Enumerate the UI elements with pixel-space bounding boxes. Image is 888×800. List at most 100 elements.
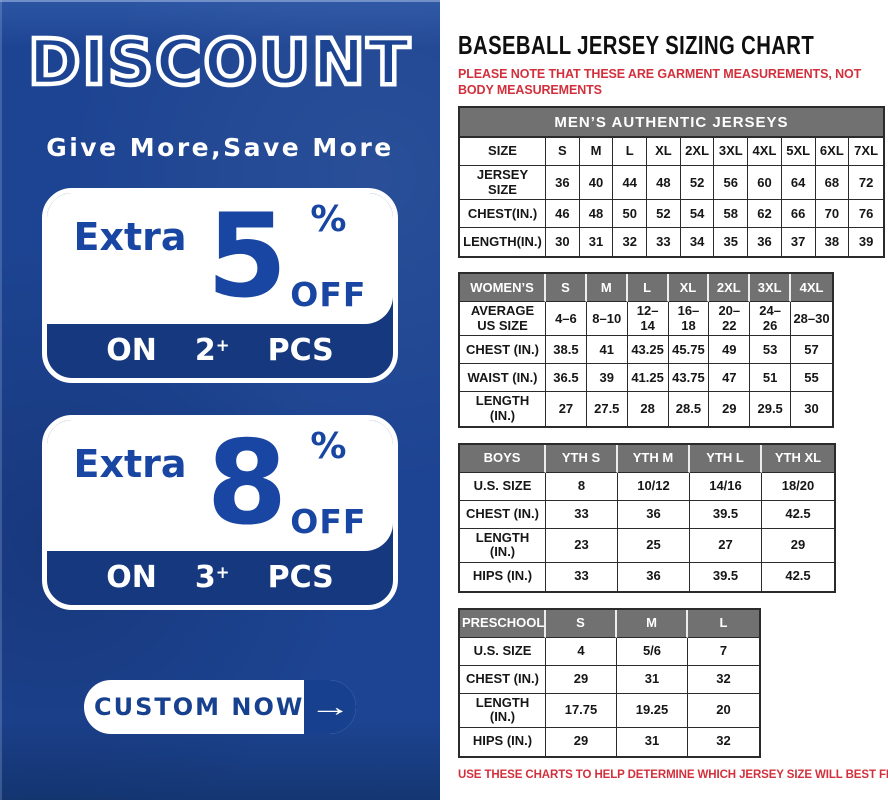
size-cell: 35 bbox=[714, 228, 749, 257]
table-row: AVERAGE US SIZE 4–6 8–10 12–14 16–18 20–22 24–… bbox=[460, 302, 832, 337]
header-row: SIZE S M L XL 2XL 3XL 4XL 5XL 6XL 7XL bbox=[460, 138, 883, 167]
size-cell: 20–22 bbox=[709, 302, 751, 337]
table-row: CHEST (IN.) 38.5 41 43.25 45.75 49 53 57 bbox=[460, 336, 832, 365]
column-header: 2XL bbox=[709, 274, 751, 303]
size-cell: 32 bbox=[716, 733, 731, 749]
table-row: LENGTH(IN.) 30 31 32 33 34 35 36 37 38 39 bbox=[460, 228, 883, 257]
size-cell: 31 bbox=[617, 727, 688, 756]
size-cell: 40 bbox=[579, 166, 614, 201]
size-cell: 28 bbox=[628, 392, 669, 426]
row-label: JERSEY SIZE bbox=[460, 166, 546, 201]
size-cell: 48 bbox=[579, 200, 614, 229]
discount-panel: DISCOUNT Give More,Save More Extra 5 % O… bbox=[0, 0, 440, 800]
size-cell: 68 bbox=[815, 166, 850, 201]
column-header: YTH XL bbox=[762, 444, 834, 473]
size-cell: 30 bbox=[804, 400, 819, 416]
table-row: LENGTH (IN.) 17.75 19.25 20 bbox=[460, 693, 759, 728]
column-header: WOMEN’S bbox=[460, 274, 546, 303]
mens-jerseys-banner: MEN’S AUTHENTIC JERSEYS bbox=[458, 106, 885, 137]
off-label: OFF bbox=[290, 275, 367, 315]
column-header: 2XL bbox=[680, 138, 715, 167]
size-cell: 33 bbox=[546, 500, 618, 529]
size-cell: 58 bbox=[714, 200, 749, 229]
row-label: HIPS (IN.) bbox=[460, 562, 546, 591]
arrow-right-icon: → bbox=[309, 690, 352, 722]
header-row: BOYS YTH S YTH M YTH L YTH XL bbox=[460, 444, 834, 473]
discount-subtitle: Give More,Save More bbox=[46, 132, 394, 162]
row-label: CHEST (IN.) bbox=[460, 665, 546, 694]
custom-now-button[interactable]: CUSTOM NOW → bbox=[84, 679, 356, 734]
table-row: HIPS (IN.) 29 31 32 bbox=[460, 727, 759, 756]
table-row: U.S. SIZE 8 10/12 14/16 18/20 bbox=[460, 472, 834, 501]
column-header: 5XL bbox=[781, 138, 816, 167]
size-cell: 55 bbox=[791, 364, 832, 393]
size-cell: 50 bbox=[613, 200, 648, 229]
size-cell: 17.75 bbox=[546, 693, 617, 728]
size-cell: 8 bbox=[546, 472, 618, 501]
size-cell: 49 bbox=[709, 336, 751, 365]
row-label: U.S. SIZE bbox=[460, 472, 546, 501]
extra-label: Extra bbox=[73, 441, 187, 486]
size-cell: 66 bbox=[781, 200, 816, 229]
size-cell: 46 bbox=[546, 200, 580, 229]
column-header: S bbox=[546, 609, 617, 638]
size-cell: 30 bbox=[546, 228, 580, 257]
size-cell: 76 bbox=[849, 200, 883, 229]
size-cell: 16–18 bbox=[668, 302, 710, 337]
size-cell: 47 bbox=[709, 364, 751, 393]
size-cell: 42.5 bbox=[785, 568, 811, 584]
size-cell: 60 bbox=[748, 166, 782, 201]
table-row: CHEST(IN.) 46 48 50 52 54 58 62 66 70 76 bbox=[460, 200, 883, 229]
size-cell: 72 bbox=[849, 166, 883, 201]
column-header: 4XL bbox=[748, 138, 782, 167]
row-label: CHEST (IN.) bbox=[460, 336, 546, 365]
promo-card-footer: ON 2+ PCS bbox=[47, 324, 393, 378]
table-row: CHEST (IN.) 29 31 32 bbox=[460, 665, 759, 694]
size-cell: 36 bbox=[618, 562, 690, 591]
percent-sign: % bbox=[310, 198, 347, 240]
cta-arrow-box: → bbox=[304, 679, 356, 734]
size-cell: 31 bbox=[580, 228, 614, 257]
size-cell: 37 bbox=[782, 228, 816, 257]
size-cell: 12–14 bbox=[627, 302, 669, 337]
row-label: AVERAGE US SIZE bbox=[460, 302, 546, 337]
size-cell: 19.25 bbox=[617, 693, 688, 728]
size-cell: 39.5 bbox=[690, 562, 762, 591]
size-cell: 36.5 bbox=[546, 364, 587, 393]
column-header: 7XL bbox=[849, 138, 883, 167]
size-cell: 18/20 bbox=[762, 473, 834, 501]
size-cell: 7 bbox=[688, 638, 759, 666]
plus-sign: + bbox=[215, 563, 230, 583]
size-cell: 52 bbox=[680, 166, 715, 201]
size-cell: 41.25 bbox=[627, 364, 669, 393]
promo-card-footer: ON 3+ PCS bbox=[47, 551, 393, 605]
promo-card-5-percent: Extra 5 % OFF ON 2+ PCS bbox=[42, 187, 398, 383]
row-label: U.S. SIZE bbox=[460, 637, 546, 666]
promo-card-8-percent: Extra 8 % OFF ON 3+ PCS bbox=[42, 414, 398, 610]
size-cell: 36 bbox=[618, 500, 690, 529]
size-cell: 45.75 bbox=[668, 336, 710, 365]
size-cell: 48 bbox=[647, 166, 681, 201]
header-row: WOMEN’S S M L XL 2XL 3XL 4XL bbox=[460, 274, 832, 303]
promo-card-body: Extra 8 % OFF bbox=[47, 419, 393, 551]
size-cell: 20 bbox=[688, 694, 759, 728]
size-cell: 29 bbox=[546, 665, 617, 694]
size-cell: 38 bbox=[816, 228, 850, 257]
column-header: SIZE bbox=[460, 138, 546, 167]
on-label: ON bbox=[106, 560, 157, 596]
size-cell: 39 bbox=[858, 234, 874, 250]
header-row: PRESCHOOL S M L bbox=[460, 609, 759, 638]
size-cell: 27 bbox=[690, 528, 762, 563]
womens-sizing-table: WOMEN’S S M L XL 2XL 3XL 4XL AVERAGE US SIZE 4–6 8… bbox=[458, 272, 834, 428]
column-header: PRESCHOOL bbox=[460, 609, 546, 638]
on-label: ON bbox=[106, 333, 157, 369]
sizing-chart-panel: BASEBALL JERSEY SIZING CHART PLEASE NOTE… bbox=[440, 0, 888, 800]
column-header: YTH L bbox=[690, 444, 762, 473]
table-row: WAIST (IN.) 36.5 39 41.25 43.75 47 51 55 bbox=[460, 364, 832, 393]
garment-measurement-note: PLEASE NOTE THAT THESE ARE GARMENT MEASU… bbox=[458, 67, 862, 97]
size-cell: 8–10 bbox=[586, 302, 628, 337]
fit-advice-note: USE THESE CHARTS TO HELP DETERMINE WHICH… bbox=[458, 768, 888, 781]
preschool-sizing-table: PRESCHOOL S M L U.S. SIZE 4 5/6 7 CHEST (IN.) 29 3… bbox=[458, 607, 761, 758]
size-cell: 14/16 bbox=[690, 472, 762, 501]
row-label: LENGTH (IN.) bbox=[460, 528, 546, 563]
